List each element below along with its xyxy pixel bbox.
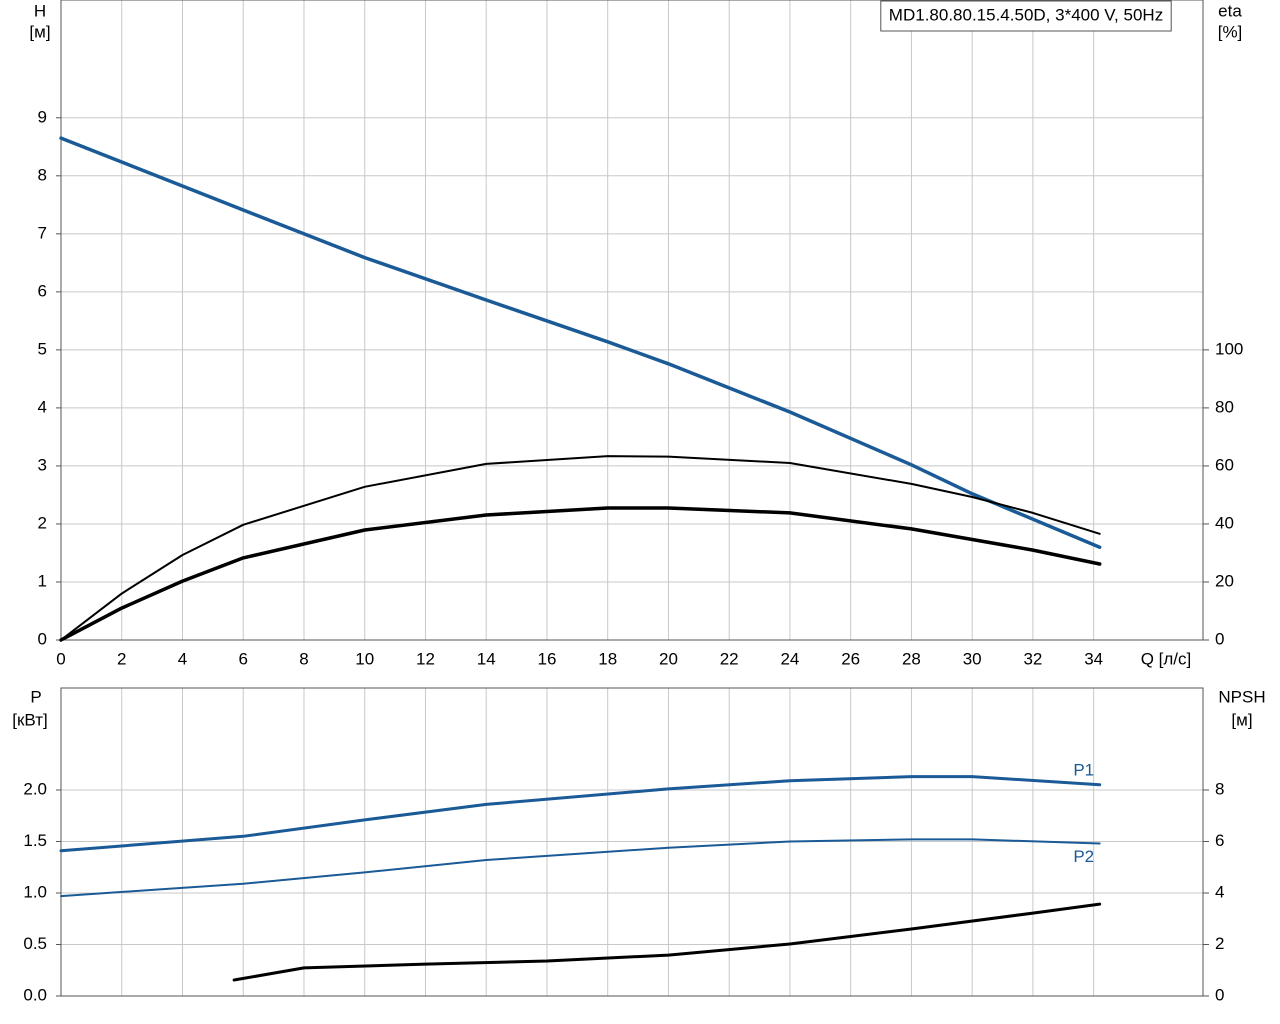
- y2-tick-label: 8: [1215, 779, 1224, 798]
- y2-tick-label: 6: [1215, 831, 1224, 850]
- x-tick-label: 34: [1084, 649, 1103, 668]
- y2-label: NPSH: [1218, 687, 1265, 706]
- y-tick-label: 0.0: [23, 985, 47, 1004]
- x-tick-label: 32: [1023, 649, 1042, 668]
- x-tick-label: 28: [902, 649, 921, 668]
- y-tick-label: 0: [38, 629, 47, 648]
- x-tick-label: 24: [780, 649, 799, 668]
- x-tick-label: 22: [720, 649, 739, 668]
- x-tick-label: 6: [238, 649, 247, 668]
- x-label: Q [л/с]: [1141, 649, 1192, 668]
- y-label: H: [34, 1, 46, 20]
- y-tick-label: 2.0: [23, 779, 47, 798]
- y2-tick-label: 80: [1215, 397, 1234, 416]
- y-label: [кВт]: [12, 710, 47, 729]
- curve: [59, 136, 1102, 549]
- x-tick-label: 16: [537, 649, 556, 668]
- y2-label: eta: [1218, 1, 1242, 20]
- curve: [60, 455, 1101, 641]
- x-tick-label: 14: [477, 649, 496, 668]
- y2-label: [%]: [1218, 22, 1243, 41]
- y2-tick-label: 20: [1215, 571, 1234, 590]
- y-tick-label: 4: [38, 397, 47, 416]
- y-tick-label: 8: [38, 165, 47, 184]
- x-tick-label: 4: [178, 649, 187, 668]
- y-tick-label: 7: [38, 223, 47, 242]
- x-tick-label: 10: [355, 649, 374, 668]
- y-tick-label: 1.5: [23, 831, 47, 850]
- curve: [232, 902, 1102, 982]
- series-label: P1: [1073, 760, 1094, 779]
- title-box: [880, 0, 1172, 32]
- y2-tick-label: 2: [1215, 934, 1224, 953]
- y2-tick-label: 40: [1215, 513, 1234, 532]
- plot-frame: [60, 687, 1204, 997]
- series-label: P2: [1073, 847, 1094, 866]
- x-tick-label: 30: [963, 649, 982, 668]
- x-tick-label: 20: [659, 649, 678, 668]
- curve: [59, 506, 1102, 642]
- y-tick-label: 1.0: [23, 882, 47, 901]
- y-label: P: [30, 687, 41, 706]
- x-tick-label: 8: [299, 649, 308, 668]
- x-tick-label: 26: [841, 649, 860, 668]
- x-tick-label: 2: [117, 649, 126, 668]
- y2-label: [м]: [1231, 710, 1252, 729]
- y-tick-label: 3: [38, 455, 47, 474]
- y2-tick-label: 100: [1215, 339, 1243, 358]
- y2-tick-label: 4: [1215, 882, 1224, 901]
- curve: [59, 775, 1102, 853]
- y-tick-label: 1: [38, 571, 47, 590]
- x-tick-label: 0: [56, 649, 65, 668]
- y2-tick-label: 0: [1215, 629, 1224, 648]
- plot-frame: [60, 0, 1204, 641]
- x-tick-label: 18: [598, 649, 617, 668]
- y-label: [м]: [29, 22, 50, 41]
- y-tick-label: 5: [38, 339, 47, 358]
- y-tick-label: 2: [38, 513, 47, 532]
- chart-title: MD1.80.80.15.4.50D, 3*400 V, 50Hz: [889, 5, 1163, 24]
- y2-tick-label: 60: [1215, 455, 1234, 474]
- y2-tick-label: 0: [1215, 985, 1224, 1004]
- y-tick-label: 9: [38, 107, 47, 126]
- curve: [60, 838, 1101, 898]
- y-tick-label: 0.5: [23, 934, 47, 953]
- y-tick-label: 6: [38, 281, 47, 300]
- x-tick-label: 12: [416, 649, 435, 668]
